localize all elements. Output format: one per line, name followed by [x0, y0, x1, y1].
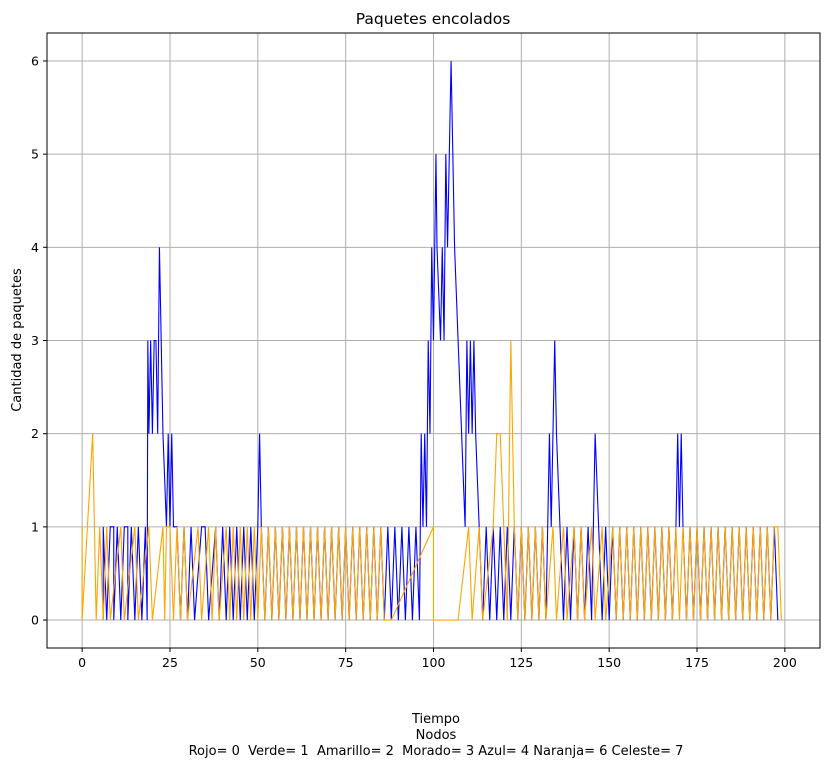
x-tick-label: 175: [685, 655, 709, 670]
x-tick-label: 125: [509, 655, 533, 670]
x-axis-label-line-3: Rojo= 0 Verde= 1 Amarillo= 2 Morado= 3 A…: [189, 744, 684, 759]
x-tick-label: 25: [162, 655, 178, 670]
y-axis-ticks: 0 1 2 3 4 5 6: [31, 53, 47, 628]
y-tick-label: 0: [31, 613, 39, 628]
series-line-1: [81, 340, 782, 621]
y-tick-label: 4: [31, 240, 39, 255]
series-layer: [81, 60, 782, 621]
x-tick-label: 200: [773, 655, 797, 670]
y-tick-label: 5: [31, 147, 39, 162]
x-tick-label: 150: [597, 655, 621, 670]
y-tick-label: 3: [31, 333, 39, 348]
y-tick-label: 1: [31, 519, 39, 534]
chart-title: Paquetes encolados: [356, 10, 511, 28]
y-tick-label: 2: [31, 426, 39, 441]
x-axis-label-line-2: Nodos: [416, 728, 457, 743]
x-tick-label: 75: [338, 655, 354, 670]
y-tick-label: 6: [31, 53, 39, 68]
y-axis-label: Cantidad de paquetes: [10, 268, 25, 412]
x-tick-label: 0: [78, 655, 86, 670]
x-axis-ticks: 0 25 50 75 100 125 150 175 200: [78, 648, 797, 670]
x-tick-label: 50: [250, 655, 266, 670]
x-axis-label-line-1: Tiempo: [411, 712, 460, 727]
x-tick-label: 100: [422, 655, 446, 670]
